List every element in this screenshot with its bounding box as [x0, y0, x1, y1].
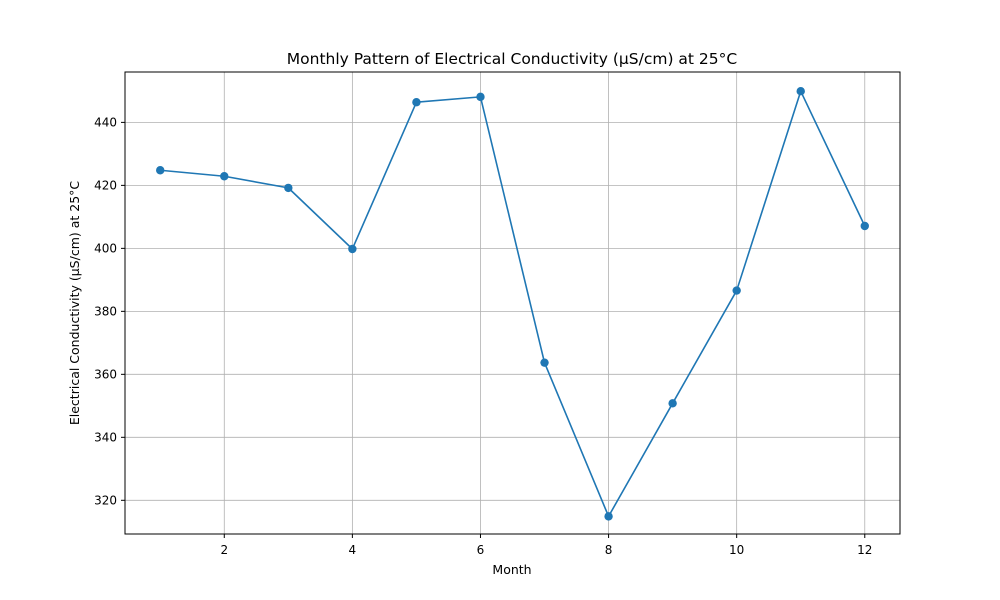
y-tick-label: 400 [94, 241, 117, 255]
y-tick-label: 420 [94, 178, 117, 192]
data-point [796, 87, 805, 96]
data-point [732, 286, 741, 295]
data-point [604, 512, 613, 521]
data-point [220, 172, 229, 181]
y-tick-label: 320 [94, 493, 117, 507]
data-point [348, 244, 357, 254]
grid [125, 72, 900, 534]
data-point [540, 358, 549, 367]
data-point [284, 183, 293, 193]
x-axis-label: Month [492, 562, 531, 577]
x-tick-label: 10 [729, 543, 744, 557]
series-line [160, 90, 866, 518]
x-tick-label: 12 [857, 543, 872, 557]
data-point [476, 92, 485, 102]
y-tick-label: 360 [94, 367, 117, 381]
plot-area-frame [124, 71, 901, 535]
data-point [668, 399, 677, 408]
data-point [860, 221, 869, 231]
x-tick-label: 8 [605, 543, 613, 557]
data-point [156, 166, 165, 175]
series-layer [156, 87, 869, 521]
x-tick-label: 2 [220, 543, 228, 557]
y-tick-label: 380 [94, 304, 117, 318]
x-tick-label: 4 [349, 543, 357, 557]
y-tick-label: 340 [94, 430, 117, 444]
x-tick-label: 6 [477, 543, 485, 557]
y-axis-label: Electrical Conductivity (µS/cm) at 25°C [67, 181, 82, 426]
chart-title: Monthly Pattern of Electrical Conductivi… [287, 50, 737, 68]
y-tick-label: 440 [94, 115, 117, 129]
data-point [412, 98, 421, 107]
axis-ticks: 2 4 6 8 10 12 320 340 360 380 400 420 440 [94, 115, 872, 557]
